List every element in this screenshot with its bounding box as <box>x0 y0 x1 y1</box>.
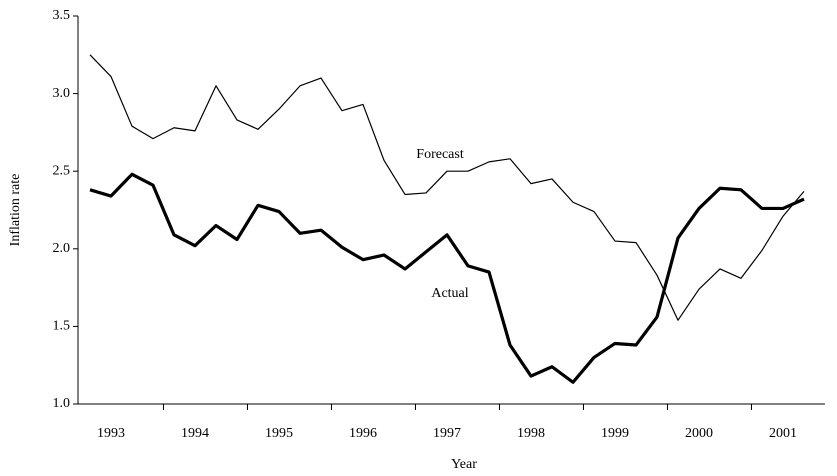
y-tick-label: 1.0 <box>53 396 71 411</box>
x-tick-label: 1996 <box>349 426 377 441</box>
series-line <box>89 172 805 384</box>
y-axis-label: Inflation rate <box>8 174 23 247</box>
y-tick-label: 2.0 <box>53 241 71 256</box>
y-tick-label: 1.5 <box>53 319 71 334</box>
y-tick-label: 3.5 <box>53 8 71 23</box>
x-tick-label: 1993 <box>97 426 125 441</box>
x-tick-label: 1999 <box>601 426 629 441</box>
x-tick-label: 2001 <box>769 426 797 441</box>
series-label: Actual <box>431 286 468 301</box>
series-line <box>89 54 805 321</box>
x-tick-label: 1998 <box>517 426 545 441</box>
y-tick-label: 3.0 <box>53 86 71 101</box>
series-label: Forecast <box>416 147 464 162</box>
x-tick-label: 1997 <box>433 426 461 441</box>
x-tick-label: 2000 <box>685 426 713 441</box>
x-tick-label: 1995 <box>265 426 293 441</box>
x-tick-label: 1994 <box>181 426 209 441</box>
y-tick-label: 2.5 <box>53 163 71 178</box>
x-axis-label: Year <box>451 457 477 472</box>
